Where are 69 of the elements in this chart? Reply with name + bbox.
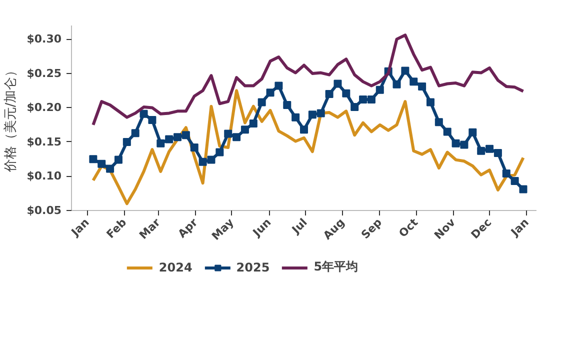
point <box>452 139 460 148</box>
point <box>300 126 308 134</box>
line-series <box>92 34 525 126</box>
point <box>510 177 519 186</box>
point <box>308 110 316 119</box>
x-tick-label: Oct <box>396 216 421 240</box>
point <box>140 110 148 118</box>
x-tick-label: Sep <box>358 216 385 242</box>
y-tick-label: $0.30 <box>26 32 62 46</box>
point <box>224 130 232 138</box>
legend-label: 5年平均 <box>314 258 358 276</box>
point <box>258 98 266 106</box>
point <box>316 109 325 118</box>
point <box>190 143 198 152</box>
y-axis-title: 价格（美元/加仑） <box>2 64 19 174</box>
point <box>434 118 443 126</box>
point <box>367 96 376 104</box>
point <box>460 140 468 149</box>
point <box>477 146 486 155</box>
y-tick-label: $0.10 <box>26 170 62 183</box>
point <box>401 66 410 75</box>
point <box>266 88 274 97</box>
point <box>232 133 241 142</box>
point <box>122 138 131 146</box>
point <box>240 126 249 134</box>
point <box>89 155 98 164</box>
point <box>207 156 216 164</box>
point <box>359 96 368 104</box>
point <box>174 133 182 142</box>
point <box>376 86 384 94</box>
point <box>274 82 283 90</box>
point <box>334 80 342 88</box>
point <box>350 103 359 112</box>
x-tick-label: Jan <box>508 216 532 240</box>
y-tick-label: $0.15 <box>26 135 62 148</box>
line-series <box>92 89 525 206</box>
point <box>392 80 401 88</box>
x-tick-label: Feb <box>104 216 130 241</box>
legend-label: 2025 <box>236 260 270 274</box>
x-tick-label: Jan <box>68 216 92 240</box>
y-tick-label: $0.25 <box>26 66 62 80</box>
point <box>131 129 140 138</box>
point <box>114 156 122 164</box>
point <box>156 139 165 148</box>
point <box>283 100 292 109</box>
x-tick-label: Jul <box>288 216 310 237</box>
point <box>182 131 190 140</box>
point <box>468 128 477 136</box>
point <box>216 148 224 156</box>
point <box>519 185 528 194</box>
point <box>148 116 156 124</box>
point <box>494 148 502 157</box>
point <box>342 89 350 98</box>
point <box>418 82 426 90</box>
point <box>426 98 434 106</box>
point <box>198 158 207 166</box>
legend-label: 2024 <box>158 260 192 274</box>
point <box>443 128 452 136</box>
y-tick-label: $0.05 <box>26 204 62 217</box>
point <box>98 160 106 168</box>
point <box>486 144 494 153</box>
point <box>325 90 334 98</box>
point <box>502 170 510 178</box>
point <box>410 78 418 86</box>
point <box>106 164 114 173</box>
y-tick-label: $0.20 <box>26 101 62 114</box>
point <box>249 119 258 128</box>
point <box>165 135 174 144</box>
point <box>292 113 300 122</box>
